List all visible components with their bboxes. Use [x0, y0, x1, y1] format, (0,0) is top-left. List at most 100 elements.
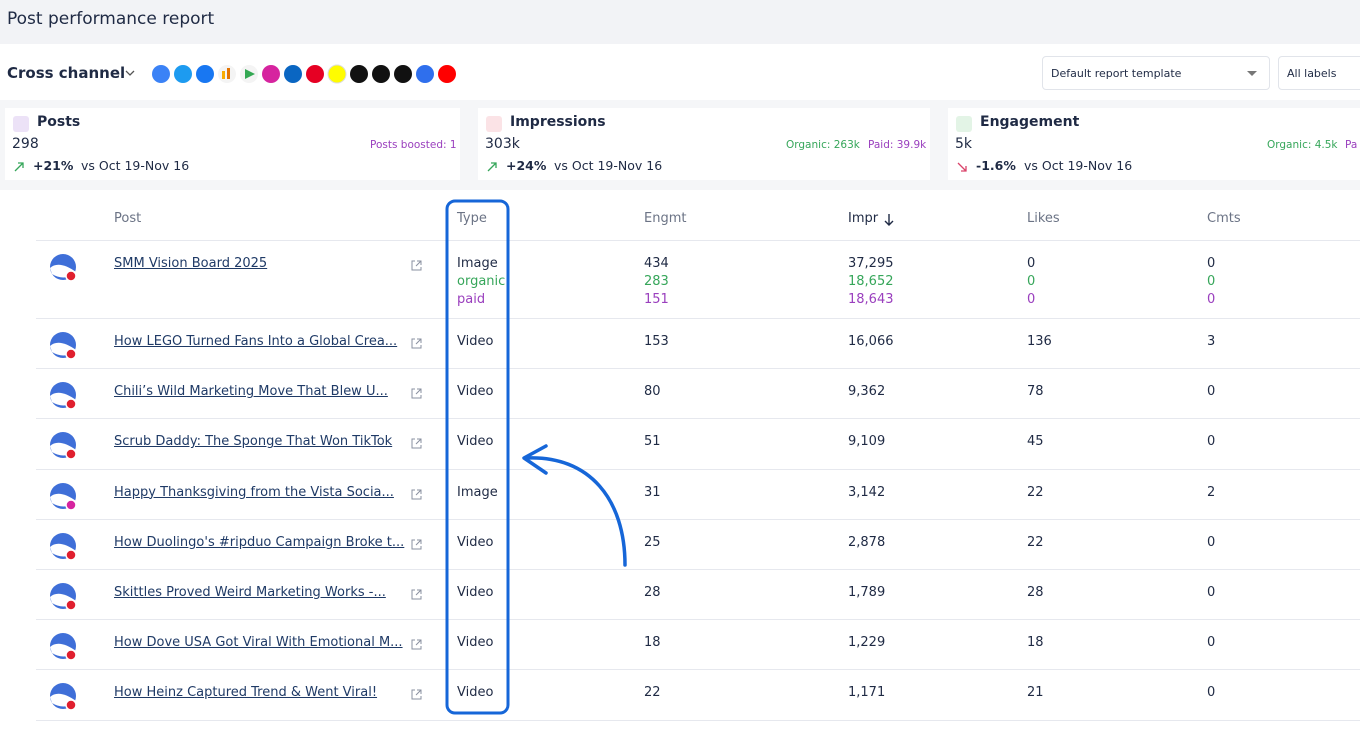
card-icon	[486, 116, 502, 132]
post-avatar	[50, 382, 77, 410]
post-title-link[interactable]: How Dove USA Got Viral With Emotional M.…	[114, 635, 403, 651]
cell-likes: 22	[1027, 534, 1044, 550]
column-header[interactable]: Impr	[848, 211, 879, 226]
cell-engmt: 22	[644, 685, 661, 701]
post-title-link[interactable]: Skittles Proved Weird Marketing Works -.…	[114, 585, 386, 600]
column-header[interactable]: Type	[457, 211, 487, 226]
post-title-link[interactable]: How LEGO Turned Fans Into a Global Crea.…	[114, 334, 398, 349]
post-title-link[interactable]: Chili’s Wild Marketing Move That Blew U.…	[114, 384, 388, 400]
cell-engmt: 31	[644, 484, 661, 500]
column-header[interactable]: Cmts	[1207, 211, 1241, 226]
post-avatar	[50, 254, 77, 282]
open-link-icon	[411, 260, 422, 271]
cell-cmts: 0	[1207, 585, 1216, 600]
card-icon	[956, 116, 972, 132]
network-badge	[65, 699, 77, 712]
post-title-link[interactable]: How Heinz Captured Trend & Went Viral!	[114, 685, 378, 701]
labels-select[interactable]: All labels	[1278, 56, 1360, 90]
sort-arrow	[884, 214, 894, 226]
card-breakdown: Posts boosted: 1	[370, 139, 457, 151]
open-link-icon	[411, 489, 422, 500]
template-select[interactable]: Default report template	[1042, 56, 1270, 90]
cell-impr: 1,789	[848, 585, 886, 600]
post-title-link[interactable]: Happy Thanksgiving from the Vista Socia.…	[114, 484, 394, 500]
breakdown-cmts: 0	[1207, 292, 1216, 307]
row-line	[36, 318, 1360, 319]
open-link[interactable]	[411, 388, 422, 399]
row-line	[36, 418, 1360, 420]
post-title-link[interactable]: How Duolingo's #ripduo Campaign Broke t.…	[114, 534, 405, 550]
cell-type: Video	[457, 384, 494, 400]
card-compare: vs Oct 19-Nov 16	[1024, 158, 1133, 173]
open-link[interactable]	[411, 539, 422, 550]
cell-cmts: 2	[1207, 484, 1216, 500]
cell-cmts: 0	[1207, 384, 1216, 400]
card-compare: vs Oct 19-Nov 16	[554, 158, 663, 173]
channel-caret[interactable]	[124, 68, 136, 78]
cell-impr: 3,142	[848, 484, 886, 500]
open-link[interactable]	[411, 260, 422, 271]
cell-cmts: 0	[1207, 685, 1216, 701]
open-link[interactable]	[411, 589, 422, 600]
post-avatar	[50, 583, 77, 611]
breakdown-cmts: 0	[1207, 274, 1216, 289]
open-link-icon	[411, 338, 422, 349]
post-title-link[interactable]: SMM Vision Board 2025	[114, 256, 268, 271]
post-table: Post Type Engmt Impr Likes Cmts SMM Vision Boa…	[0, 190, 1360, 734]
cell-engmt: 25	[644, 534, 661, 550]
trend-arrow	[957, 162, 967, 172]
column-header[interactable]: Engmt	[644, 211, 687, 226]
open-link[interactable]	[411, 639, 422, 650]
cell-type: Image	[457, 256, 498, 271]
channel-select[interactable]: Cross channel	[7, 64, 126, 82]
column-header[interactable]: Post	[114, 211, 142, 226]
card-change: +24%	[506, 158, 547, 173]
summary-cards: Posts 298 +21% vs Oct 19-Nov 16 Posts booste…	[0, 100, 1360, 190]
top-bar: Post performance report	[0, 0, 1360, 44]
row-line	[36, 619, 1360, 621]
row-line	[36, 518, 1360, 520]
open-link-icon	[411, 539, 422, 550]
cell-engmt: 51	[644, 434, 661, 450]
cell-likes: 136	[1027, 334, 1052, 349]
cell-type: Video	[457, 585, 494, 600]
card-breakdown: Organic: 263k	[786, 139, 860, 151]
column-header[interactable]: Likes	[1027, 211, 1060, 226]
open-link-icon	[411, 689, 422, 700]
card-icon	[13, 116, 29, 132]
cell-type: Video	[457, 334, 494, 349]
cell-impr: 1,229	[848, 635, 886, 651]
trend-arrow	[487, 162, 497, 172]
card-breakdown: Organic: 4.5k	[1267, 139, 1338, 151]
open-link[interactable]	[411, 438, 422, 449]
card-breakdown: Paid: 39.9k	[868, 139, 927, 151]
cell-cmts: 0	[1207, 256, 1216, 271]
cell-engmt: 80	[644, 384, 661, 400]
network-badge	[65, 649, 77, 661]
post-avatar	[50, 332, 77, 360]
breakdown-impr: 18,652	[848, 274, 894, 289]
trend-arrow-path	[957, 162, 967, 172]
open-link[interactable]	[411, 338, 422, 349]
cell-impr: 9,362	[848, 384, 886, 400]
cell-engmt: 153	[644, 334, 669, 349]
post-title-link[interactable]: Scrub Daddy: The Sponge That Won TikTok	[114, 434, 393, 450]
breakdown-impr: 18,643	[848, 292, 894, 307]
card-value: 5k	[955, 136, 973, 152]
cell-likes: 18	[1027, 635, 1044, 651]
card-change: +21%	[33, 158, 74, 173]
open-link-icon	[411, 438, 422, 449]
cell-engmt: 434	[644, 256, 669, 271]
open-link[interactable]	[411, 689, 422, 700]
row-line	[36, 719, 1360, 721]
template-caret	[1247, 71, 1257, 76]
cell-impr: 16,066	[848, 334, 894, 349]
labels-label: All labels	[1287, 67, 1337, 80]
channel-icons	[152, 64, 456, 84]
open-link[interactable]	[411, 489, 422, 500]
trend-arrow	[14, 162, 24, 172]
cell-cmts: 0	[1207, 534, 1216, 550]
post-avatar	[50, 683, 77, 712]
post-avatar	[50, 633, 77, 661]
cell-type: Video	[457, 685, 494, 701]
